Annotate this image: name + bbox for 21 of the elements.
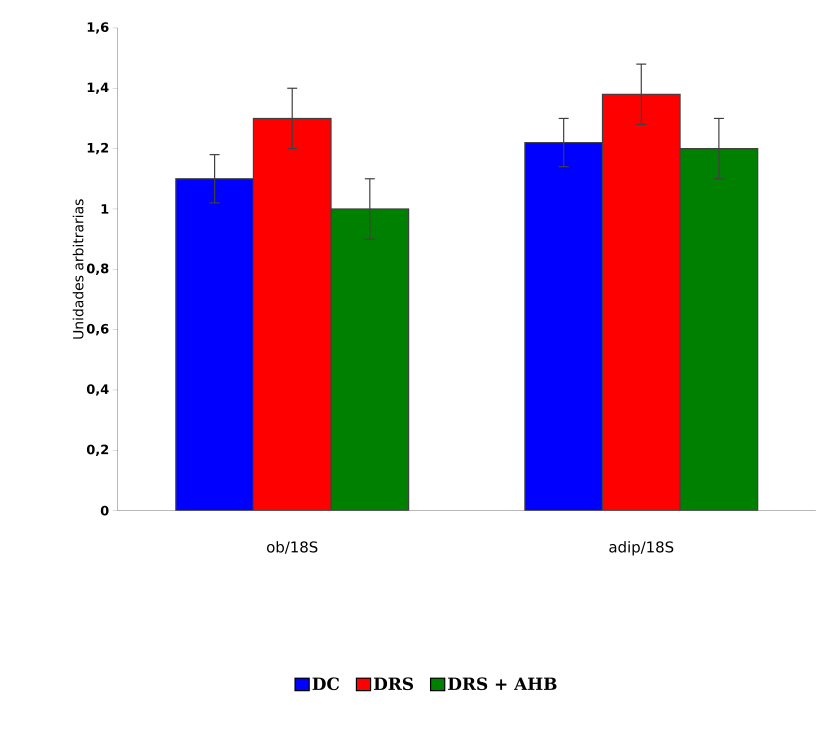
legend-label: DRS + AHB <box>448 677 556 690</box>
bar <box>679 148 758 511</box>
x-tick-label: ob/18S <box>267 541 318 554</box>
bar <box>602 94 681 511</box>
y-tick-label: 0,4 <box>86 384 109 396</box>
y-tick-label: 0,6 <box>86 324 108 336</box>
y-tick-label: 1 <box>102 204 108 214</box>
bar <box>252 118 332 511</box>
x-tick-label: adip/18S <box>609 541 674 556</box>
legend-label: DC <box>312 677 340 690</box>
y-tick-label: 0 <box>100 506 109 516</box>
y-tick-label: 1,4 <box>88 82 109 94</box>
y-axis-title: Unidades arbitrarias <box>72 199 84 339</box>
y-tick-label: 1,6 <box>88 22 108 34</box>
bar <box>524 142 604 511</box>
bar <box>330 208 410 511</box>
y-tick-label: 0,2 <box>86 444 108 456</box>
y-tick-label: 0,8 <box>86 264 108 275</box>
legend-label: DRS <box>374 677 414 690</box>
bar <box>175 178 254 511</box>
y-tick-label: 1,2 <box>88 142 108 154</box>
